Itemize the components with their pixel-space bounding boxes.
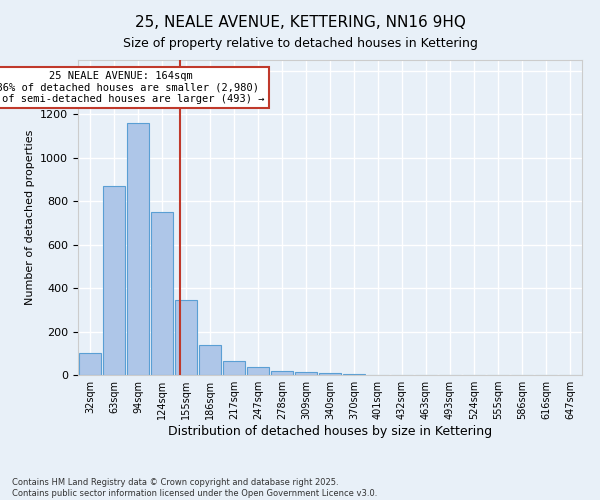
X-axis label: Distribution of detached houses by size in Kettering: Distribution of detached houses by size … <box>168 425 492 438</box>
Bar <box>223 361 245 375</box>
Bar <box>295 372 317 375</box>
Bar <box>127 123 149 375</box>
Y-axis label: Number of detached properties: Number of detached properties <box>25 130 35 305</box>
Bar <box>151 212 173 375</box>
Bar <box>271 370 293 375</box>
Text: 25, NEALE AVENUE, KETTERING, NN16 9HQ: 25, NEALE AVENUE, KETTERING, NN16 9HQ <box>134 15 466 30</box>
Bar <box>247 368 269 375</box>
Text: 25 NEALE AVENUE: 164sqm
← 86% of detached houses are smaller (2,980)
14% of semi: 25 NEALE AVENUE: 164sqm ← 86% of detache… <box>0 71 265 104</box>
Bar <box>319 373 341 375</box>
Bar <box>79 354 101 375</box>
Text: Contains HM Land Registry data © Crown copyright and database right 2025.
Contai: Contains HM Land Registry data © Crown c… <box>12 478 377 498</box>
Bar <box>343 374 365 375</box>
Bar <box>103 186 125 375</box>
Bar <box>199 344 221 375</box>
Text: Size of property relative to detached houses in Kettering: Size of property relative to detached ho… <box>122 38 478 51</box>
Bar <box>175 300 197 375</box>
